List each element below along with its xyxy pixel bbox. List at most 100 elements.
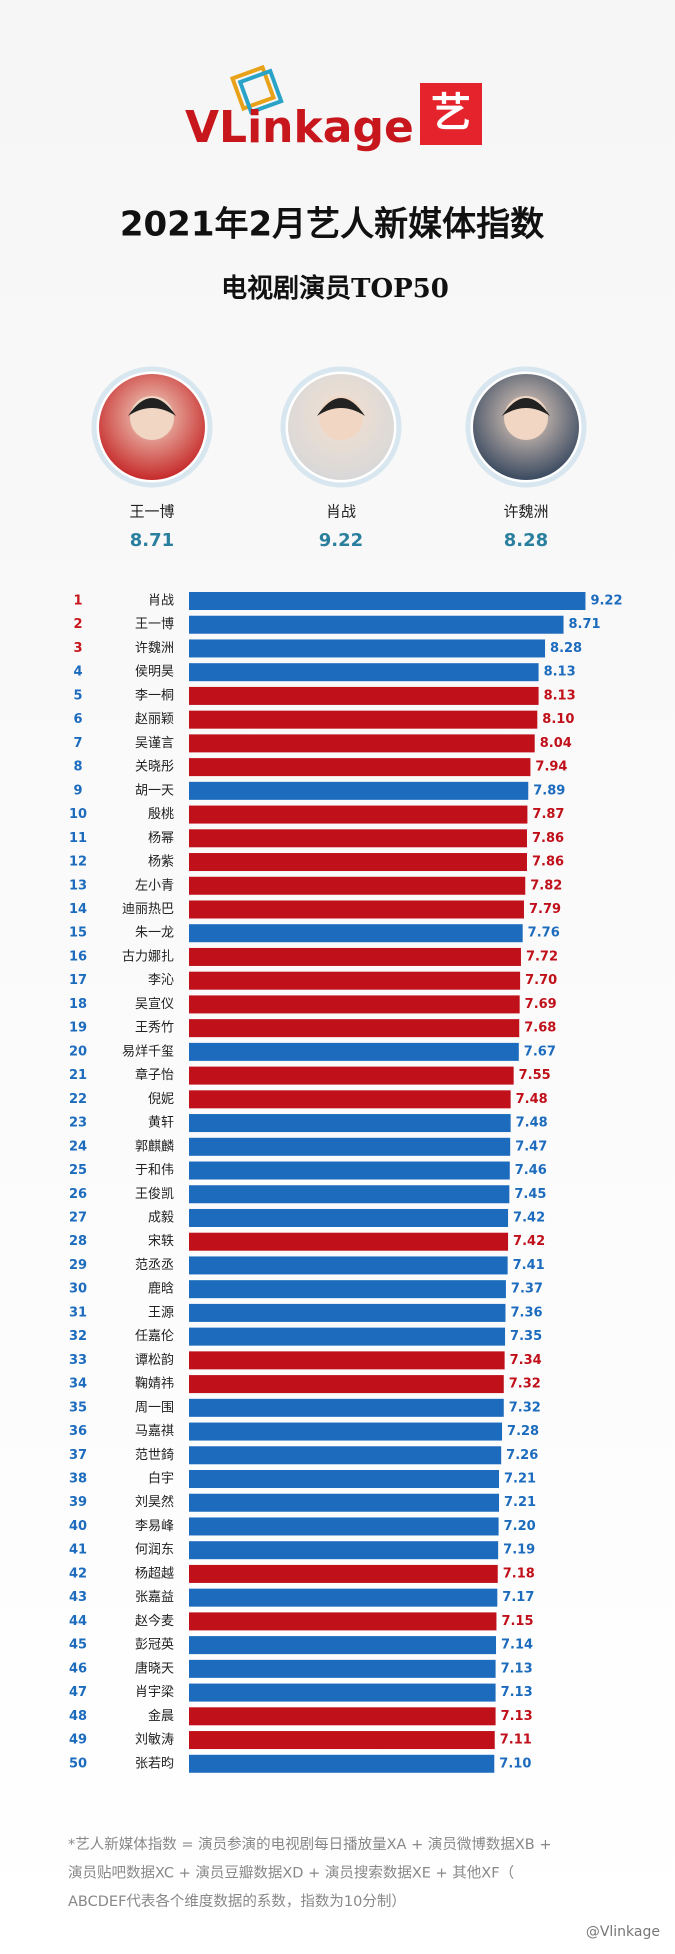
rank: 15	[69, 926, 87, 941]
podium-name: 肖战	[326, 503, 356, 521]
actor-name: 金晨	[148, 1708, 174, 1724]
value-label: 7.26	[506, 1448, 538, 1463]
bar	[189, 1707, 496, 1726]
value-label: 7.41	[513, 1258, 545, 1273]
actor-name: 郭麒麟	[135, 1138, 174, 1154]
value-label: 7.82	[530, 878, 562, 893]
bar	[189, 1042, 519, 1061]
value-label: 8.10	[542, 712, 574, 727]
rank: 20	[69, 1044, 87, 1059]
bar	[189, 853, 527, 872]
value-label: 7.86	[532, 855, 564, 870]
rank: 37	[69, 1448, 87, 1463]
value-label: 8.28	[550, 641, 582, 656]
actor-name: 于和伟	[135, 1163, 174, 1178]
title: 2021年2月艺人新媒体指数	[120, 205, 544, 245]
bar	[189, 805, 528, 824]
value-label: 7.28	[507, 1424, 539, 1439]
rank: 35	[69, 1400, 87, 1415]
bar	[189, 829, 527, 848]
value-label: 8.04	[540, 736, 572, 751]
rank: 48	[69, 1709, 87, 1724]
actor-name: 杨幂	[148, 831, 174, 846]
value-label: 7.13	[501, 1661, 533, 1676]
rank: 19	[69, 1021, 87, 1036]
subtitle: 电视剧演员TOP50	[221, 273, 449, 304]
actor-name: 许魏洲	[135, 641, 174, 656]
value-label: 7.20	[504, 1519, 536, 1534]
rank: 21	[69, 1068, 87, 1083]
actor-name: 杨紫	[148, 855, 174, 870]
actor-name: 鹿晗	[148, 1281, 174, 1297]
rank: 26	[69, 1187, 87, 1202]
value-label: 7.14	[501, 1638, 533, 1653]
value-label: 7.10	[499, 1756, 531, 1771]
value-label: 8.13	[544, 688, 576, 703]
value-label: 8.71	[569, 617, 601, 632]
rank: 5	[73, 688, 82, 703]
bar	[189, 1470, 500, 1489]
rank: 43	[69, 1590, 87, 1605]
bar	[189, 592, 586, 610]
rank: 44	[69, 1614, 87, 1629]
bar	[189, 876, 526, 895]
bar	[189, 1232, 509, 1251]
logo-badge: 艺	[431, 90, 471, 136]
avatar-hair	[502, 398, 550, 416]
actor-name: 赵今麦	[135, 1613, 174, 1629]
bar	[189, 1066, 514, 1085]
value-label: 7.67	[524, 1044, 556, 1059]
value-label: 8.13	[544, 665, 576, 680]
bar	[189, 1517, 499, 1536]
actor-name: 刘敏涛	[135, 1732, 174, 1748]
logo-text: VLinkage	[185, 102, 414, 153]
bar	[189, 1375, 504, 1394]
value-label: 7.47	[515, 1139, 547, 1154]
podium-value: 8.71	[130, 530, 174, 551]
value-label: 7.76	[528, 926, 560, 941]
bar	[189, 1351, 505, 1370]
value-label: 7.13	[501, 1709, 533, 1724]
rank: 24	[69, 1139, 87, 1154]
actor-name: 王俊凯	[135, 1187, 174, 1202]
actor-name: 关晓彤	[135, 760, 174, 775]
actor-name: 张嘉益	[135, 1590, 174, 1605]
rank: 11	[69, 831, 87, 846]
rank: 17	[69, 973, 87, 988]
bar	[189, 686, 539, 705]
rank: 39	[69, 1495, 87, 1510]
rank: 4	[73, 665, 82, 680]
value-label: 7.34	[510, 1353, 542, 1368]
value-label: 7.42	[513, 1210, 545, 1225]
bar	[189, 1280, 506, 1299]
bar	[189, 710, 538, 729]
bar	[189, 758, 531, 777]
actor-name: 左小青	[135, 878, 174, 893]
rank: 33	[69, 1353, 87, 1368]
actor-name: 张若昀	[135, 1755, 174, 1771]
rank: 25	[69, 1163, 87, 1178]
rank: 3	[73, 641, 82, 656]
actor-name: 杨超越	[135, 1566, 174, 1581]
podium-name: 许魏洲	[503, 503, 548, 521]
rank: 32	[69, 1329, 87, 1344]
actor-name: 胡一天	[135, 783, 174, 798]
bar	[189, 947, 521, 966]
bar	[189, 1731, 495, 1750]
logo-badge-box	[420, 83, 482, 145]
bar	[189, 663, 539, 682]
bar	[189, 734, 535, 753]
value-label: 7.42	[513, 1234, 545, 1249]
bar	[189, 900, 524, 919]
rank: 14	[69, 902, 87, 917]
bar	[189, 1398, 504, 1417]
actor-name: 吴谨言	[135, 736, 174, 751]
value-label: 7.17	[502, 1590, 534, 1605]
value-label: 7.94	[535, 760, 567, 775]
value-label: 7.70	[525, 973, 557, 988]
logo-icon	[229, 64, 284, 115]
rank: 13	[69, 878, 87, 893]
actor-name: 唐晓天	[135, 1660, 174, 1676]
avatar-hair	[128, 398, 176, 416]
podium-value: 9.22	[319, 530, 363, 551]
